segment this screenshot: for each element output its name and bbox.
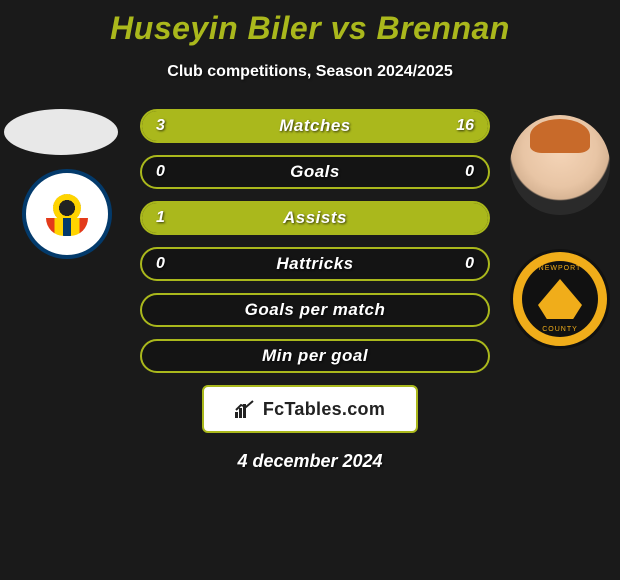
stat-value-left: 0 [142, 249, 179, 279]
stat-value-left: 0 [142, 157, 179, 187]
stat-row: Goals0 0 [140, 155, 490, 189]
stat-value-right: 0 [451, 249, 488, 279]
stat-label: Min per goal [142, 341, 488, 371]
brand-label: FcTables.com [263, 399, 385, 420]
brand-card[interactable]: FcTables.com [202, 385, 418, 433]
stat-row: Assists1 [140, 201, 490, 235]
player-left-avatar [4, 109, 118, 155]
page-title: Huseyin Biler vs Brennan [0, 0, 620, 47]
stat-value-right: 16 [442, 111, 488, 141]
stat-label: Goals per match [142, 295, 488, 325]
stat-bars: Matches316Goals00Assists1Hattricks00Goal… [140, 109, 490, 373]
stat-value-left: 1 [142, 203, 179, 233]
stat-label: Assists [142, 203, 488, 233]
brand-icon [235, 400, 257, 418]
club-right-badge: NEWPORT COUNTY [510, 249, 610, 349]
player-right-avatar [510, 115, 610, 215]
stat-row: Hattricks0 0 [140, 247, 490, 281]
stat-row: Min per goal [140, 339, 490, 373]
subtitle: Club competitions, Season 2024/2025 [0, 63, 620, 81]
comparison-panel: NEWPORT COUNTY Matches316Goals00Assists1… [0, 109, 620, 472]
stat-row: Goals per match [140, 293, 490, 327]
stat-label: Hattricks [142, 249, 488, 279]
club-right-text-bot: COUNTY [542, 326, 578, 333]
club-right-badge-art: NEWPORT COUNTY [522, 261, 598, 337]
club-left-badge-art [37, 184, 97, 244]
club-right-text-top: NEWPORT [539, 265, 582, 272]
stat-label: Goals [142, 157, 488, 187]
stat-label: Matches [142, 111, 488, 141]
stat-value-right: 0 [451, 157, 488, 187]
stat-row: Matches3 16 [140, 109, 490, 143]
footer-date: 4 december 2024 [10, 451, 610, 472]
club-left-badge [22, 169, 112, 259]
stat-value-left: 3 [142, 111, 179, 141]
